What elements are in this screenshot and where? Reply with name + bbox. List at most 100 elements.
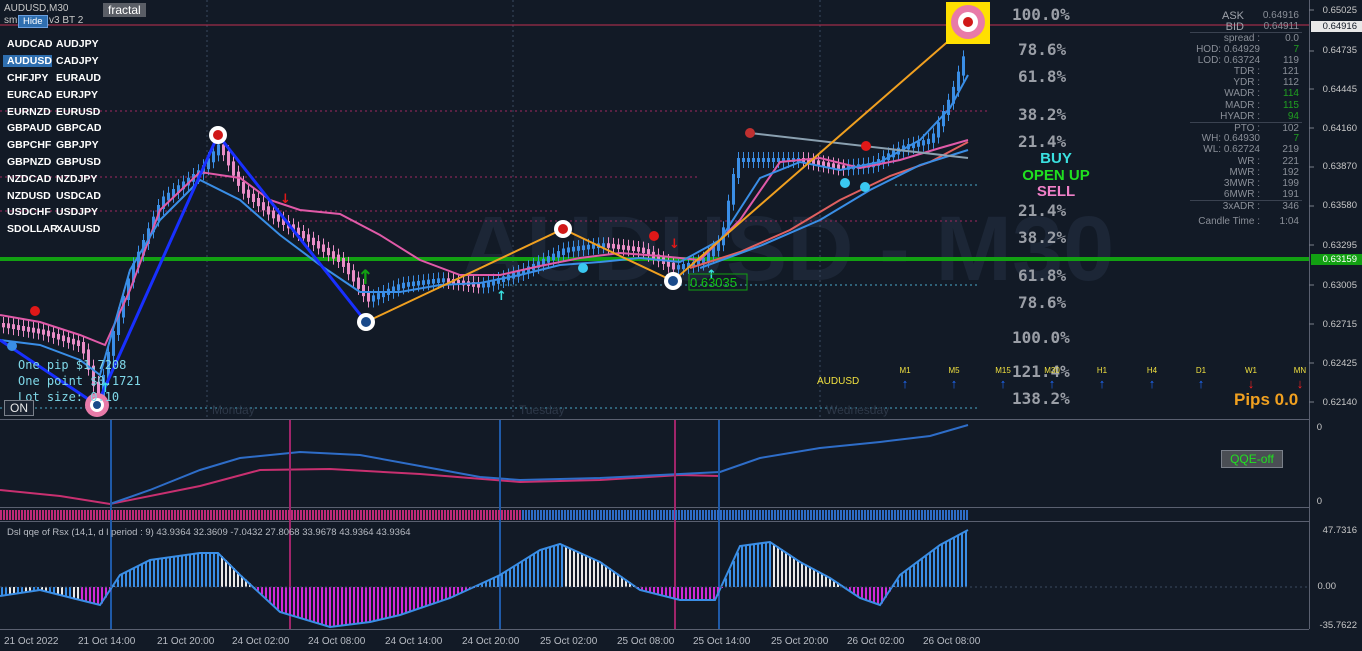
- sell-arrow-icon: ↓: [280, 192, 291, 207]
- stat-value: 112: [1283, 77, 1299, 89]
- stripe-bar: [915, 510, 917, 520]
- qqe-bar: [281, 587, 283, 613]
- qqe-bar: [353, 587, 355, 625]
- stripe-bar: [96, 510, 98, 520]
- symbol-button-usdcad[interactable]: USDCAD: [56, 189, 101, 202]
- stripe-bar: [663, 510, 665, 520]
- candle-body: [772, 158, 775, 162]
- stripe-bar: [771, 510, 773, 520]
- symbol-button-gbpchf[interactable]: GBPCHF: [7, 139, 52, 152]
- symbol-button-eurnzd[interactable]: EURNZD: [7, 105, 51, 118]
- symbol-button-gbpaud[interactable]: GBPAUD: [7, 122, 52, 135]
- stripe-bar: [918, 510, 920, 520]
- stripe-bar: [789, 510, 791, 520]
- stripe-bar: [744, 510, 746, 520]
- candle-body: [82, 342, 85, 354]
- fib-level: 21.4%: [1018, 201, 1067, 220]
- candle-body: [27, 326, 30, 332]
- tf-label-h4: H4: [1146, 366, 1158, 375]
- fractal-dots: [7, 128, 871, 351]
- qqe-bar: [5, 587, 7, 596]
- stripe-bar: [780, 510, 782, 520]
- stripe-bar: [552, 510, 554, 520]
- symbol-button-euraud[interactable]: EURAUD: [56, 71, 101, 84]
- symbol-button-gbpusd[interactable]: GBPUSD: [56, 155, 101, 168]
- symbol-row: AUDCAD AUDJPY: [3, 36, 103, 53]
- stripe-bar: [279, 510, 281, 520]
- qqe-bar: [849, 587, 851, 591]
- qqe-toggle-button[interactable]: QQE-off: [1221, 450, 1283, 468]
- osc2-axis-bottom: -35.7622: [1319, 620, 1357, 631]
- qqe-bar: [77, 587, 79, 600]
- qqe-bar: [861, 587, 863, 599]
- on-button[interactable]: ON: [4, 400, 34, 416]
- stripe-bar: [327, 510, 329, 520]
- qqe-bar: [601, 562, 603, 587]
- stripe-bar: [276, 510, 278, 520]
- symbol-button-nzdcad[interactable]: NZDCAD: [7, 172, 52, 185]
- stripe-bar: [687, 510, 689, 520]
- symbol-button-gbpnzd[interactable]: GBPNZD: [7, 155, 52, 168]
- symbol-button-usdjpy[interactable]: USDJPY: [56, 206, 99, 219]
- symbol-button-eurjpy[interactable]: EURJPY: [56, 88, 99, 101]
- stripe-bar: [315, 510, 317, 520]
- stripe-bar: [741, 510, 743, 520]
- qqe-bar: [429, 587, 431, 606]
- symbol-button-sdollar[interactable]: SDOLLAR: [7, 223, 58, 236]
- stripe-bar: [483, 510, 485, 520]
- qqe-bar: [433, 587, 435, 604]
- symbol-button-gbpjpy[interactable]: GBPJPY: [56, 139, 99, 152]
- qqe-bar: [809, 566, 811, 587]
- stripe-bar: [435, 510, 437, 520]
- candle-body: [752, 158, 755, 162]
- symbol-button-nzdusd[interactable]: NZDUSD: [7, 189, 51, 202]
- day-label: Wednesday: [826, 403, 890, 417]
- qqe-bar: [393, 587, 395, 617]
- hide-button[interactable]: Hide: [18, 15, 48, 28]
- symbol-button-audjpy[interactable]: AUDJPY: [56, 38, 99, 51]
- stripe-bar: [324, 510, 326, 520]
- qqe-bar: [649, 587, 651, 593]
- candle-body: [227, 151, 230, 166]
- qqe-bar: [689, 587, 691, 600]
- symbol-button-chfjpy[interactable]: CHFJPY: [7, 71, 49, 84]
- candle-body: [97, 381, 100, 402]
- stripe-bar: [333, 510, 335, 520]
- stripe-bar: [12, 510, 14, 520]
- symbol-button-audusd[interactable]: AUDUSD: [3, 55, 52, 68]
- stripe-bar: [234, 510, 236, 520]
- stripe-bar: [870, 510, 872, 520]
- symbol-button-usdchf[interactable]: USDCHF: [7, 206, 51, 219]
- symbol-button-eurcad[interactable]: EURCAD: [7, 88, 52, 101]
- stat-row: TDR : 121: [1190, 66, 1302, 77]
- buy-arrow-icon: ↑: [100, 381, 111, 396]
- stripe-bar: [249, 510, 251, 520]
- candle-body: [912, 142, 915, 149]
- symbol-button-xauusd[interactable]: XAUUSD: [56, 223, 101, 236]
- symbol-button-audcad[interactable]: AUDCAD: [7, 38, 53, 51]
- qqe-bar: [157, 559, 159, 587]
- symbol-button-cadjpy[interactable]: CADJPY: [56, 55, 99, 68]
- stripe-bar: [555, 510, 557, 520]
- stripe-bar: [702, 510, 704, 520]
- symbol-button-gbpcad[interactable]: GBPCAD: [56, 122, 102, 135]
- stat-row: 3MWR : 199: [1190, 178, 1302, 189]
- qqe-bar: [361, 587, 363, 624]
- qqe-bar: [677, 587, 679, 600]
- stripe-bar: [423, 510, 425, 520]
- symbol-button-nzdjpy[interactable]: NZDJPY: [56, 172, 98, 185]
- candle-body: [712, 246, 715, 257]
- qqe-bar: [837, 582, 839, 587]
- symbol-button-eurusd[interactable]: EURUSD: [56, 105, 101, 118]
- qqe-bar: [617, 573, 619, 587]
- fractal-button[interactable]: fractal: [103, 3, 146, 17]
- stripe-bar: [933, 510, 935, 520]
- stripe-bar: [57, 510, 59, 520]
- stripe-bar: [243, 510, 245, 520]
- stripe-bar: [957, 510, 959, 520]
- qqe-bar: [741, 545, 743, 587]
- qqe-bar: [441, 587, 443, 602]
- qqe-bar: [405, 587, 407, 614]
- candle-body: [572, 246, 575, 252]
